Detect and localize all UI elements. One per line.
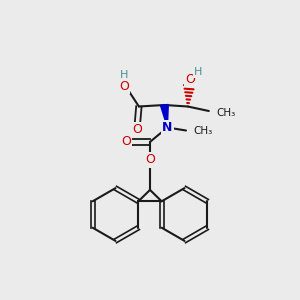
- Polygon shape: [160, 104, 168, 128]
- Text: CH₃: CH₃: [194, 125, 213, 136]
- Text: O: O: [185, 73, 195, 86]
- Text: O: O: [119, 80, 129, 93]
- Text: H: H: [194, 67, 202, 77]
- Text: CH₃: CH₃: [216, 107, 236, 118]
- Text: N: N: [162, 121, 172, 134]
- Text: O: O: [133, 123, 142, 136]
- Text: O: O: [121, 135, 131, 148]
- Text: O: O: [145, 153, 155, 167]
- Text: H: H: [120, 70, 128, 80]
